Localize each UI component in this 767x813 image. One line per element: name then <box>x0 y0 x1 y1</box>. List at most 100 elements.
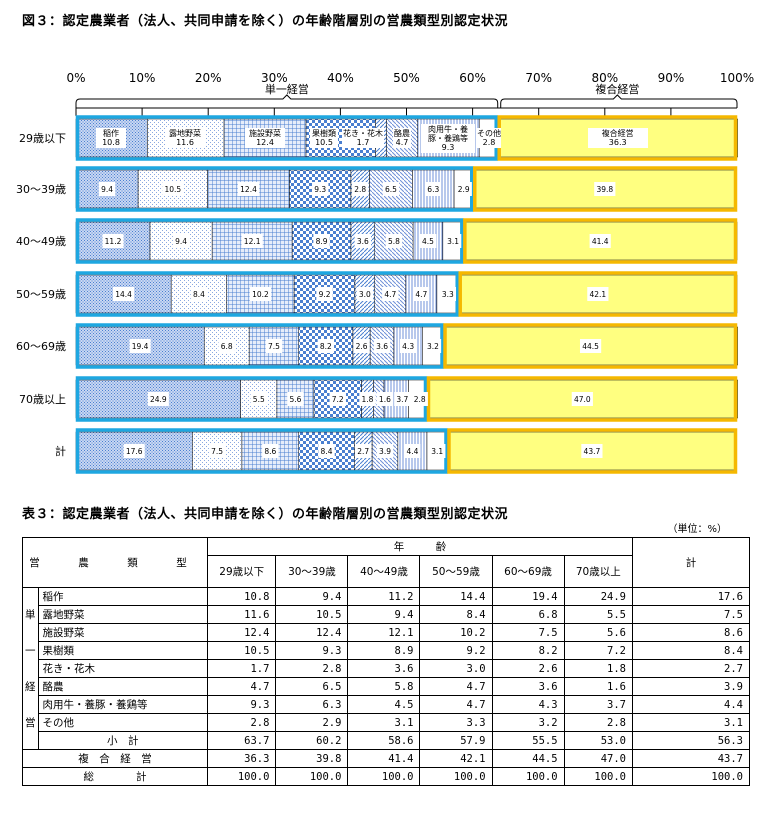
x-tick-label: 40% <box>327 71 354 85</box>
value-cell: 3.6 <box>491 677 565 696</box>
data-label: 4.7 <box>395 138 409 147</box>
value-cell: 6.8 <box>491 605 565 624</box>
data-label: 8.2 <box>320 342 332 351</box>
value-cell: 2.7 <box>632 659 750 678</box>
segment-label: 12.4 <box>237 182 260 196</box>
table-row-grand: 総 計 100.0 100.0 100.0 100.0 100.0 100.0 100.0 <box>21 767 750 786</box>
data-label: 24.9 <box>150 395 167 404</box>
row-label: その他 <box>37 713 209 732</box>
value-cell: 47.0 <box>563 749 634 768</box>
series-name: 果樹類 <box>312 129 336 138</box>
data-label: 6.3 <box>427 185 439 194</box>
segment-label: 8.2 <box>317 339 335 353</box>
segment-label: 酪農4.7 <box>393 128 411 148</box>
data-label: 44.5 <box>582 342 599 351</box>
complex-brace <box>500 94 738 108</box>
data-label: 39.8 <box>596 185 613 194</box>
segment-label: 5.5 <box>250 392 267 406</box>
segment-label: 7.2 <box>329 392 346 406</box>
data-label: 3.6 <box>376 342 388 351</box>
data-label: 8.9 <box>316 237 328 246</box>
value-cell: 3.2 <box>491 713 565 732</box>
single-group-cell <box>22 623 39 642</box>
age-column-header: 30～39歳 <box>275 555 349 588</box>
value-cell: 2.6 <box>491 659 565 678</box>
row-label: 花き・花木 <box>37 659 209 678</box>
single-outline <box>75 428 448 474</box>
value-cell: 9.4 <box>275 587 349 606</box>
row-label: 小 計 <box>37 731 209 750</box>
segment-label: 24.9 <box>147 392 169 406</box>
value-cell: 3.7 <box>563 695 634 714</box>
segment-label: 9.4 <box>172 234 190 248</box>
series-name: 施設野菜 <box>249 129 281 138</box>
value-cell: 1.6 <box>563 677 634 696</box>
series-name: その他 <box>477 129 501 138</box>
value-cell: 14.4 <box>419 587 493 606</box>
complex-outline <box>443 323 738 369</box>
data-label: 8.6 <box>264 447 276 456</box>
row-label: 総 計 <box>21 767 209 786</box>
data-label: 14.4 <box>115 290 132 299</box>
value-cell: 100.0 <box>491 767 565 786</box>
data-label: 6.5 <box>385 185 397 194</box>
table-title: 表３：認定農業者（法人、共同申請を除く）の年齢階層別の営農類型別認定状況 <box>22 507 509 522</box>
data-label: 10.2 <box>252 290 269 299</box>
segment-label: 10.2 <box>249 287 272 301</box>
value-cell: 58.6 <box>347 731 421 750</box>
data-label: 2.8 <box>482 138 496 147</box>
data-label: 4.4 <box>406 447 418 456</box>
category-label: 60～69歳 <box>16 340 66 353</box>
data-label: 4.7 <box>384 290 396 299</box>
value-cell: 1.7 <box>207 659 277 678</box>
value-cell: 17.6 <box>632 587 750 606</box>
data-label: 10.8 <box>102 138 120 147</box>
category-label: 計 <box>55 444 66 458</box>
table-row: 小 計 63.7 60.2 58.6 57.9 55.5 53.0 56.3 <box>22 731 750 750</box>
value-cell: 9.3 <box>207 695 277 714</box>
value-cell: 3.1 <box>632 713 750 732</box>
segment-label: 3.7 <box>394 392 411 406</box>
segment-label: 39.8 <box>594 182 616 196</box>
age-column-header: 29歳以下 <box>207 555 277 588</box>
segment-label: 14.4 <box>112 287 135 301</box>
segment-label: 1.6 <box>376 392 394 406</box>
data-label: 43.7 <box>584 447 601 456</box>
x-tick-label: 50% <box>393 71 420 85</box>
value-cell: 6.5 <box>275 677 349 696</box>
value-cell: 4.4 <box>632 695 750 714</box>
value-cell: 3.0 <box>419 659 493 678</box>
segment-label: 3.9 <box>376 444 394 458</box>
value-cell: 12.4 <box>275 623 349 642</box>
data-label: 12.4 <box>240 185 257 194</box>
data-label: 6.8 <box>221 342 233 351</box>
data-label: 2.8 <box>414 395 426 404</box>
data-label: 4.3 <box>402 342 414 351</box>
data-label: 8.4 <box>321 447 333 456</box>
value-cell: 2.8 <box>563 713 634 732</box>
age-header: 年 齢 <box>207 537 633 556</box>
table-row-complex: 複 合 経 営 36.3 39.8 41.4 42.1 44.5 47.0 43.7 <box>21 749 750 768</box>
x-tick-label: 60% <box>459 71 486 85</box>
row-label: 露地野菜 <box>37 605 209 624</box>
data-label: 9.4 <box>101 185 113 194</box>
value-cell: 19.4 <box>491 587 565 606</box>
value-cell: 11.2 <box>347 587 421 606</box>
value-cell: 10.5 <box>275 605 349 624</box>
segment-label: 8.6 <box>262 444 279 458</box>
series-name: 複合経営 <box>601 129 634 138</box>
category-label: 50～59歳 <box>16 288 66 301</box>
value-cell: 3.1 <box>347 713 421 732</box>
value-cell: 8.4 <box>419 605 493 624</box>
segment-label: 8.4 <box>190 287 208 301</box>
data-label: 3.2 <box>427 342 439 351</box>
single-group-cell: 経 <box>22 677 39 696</box>
data-label: 1.8 <box>362 395 374 404</box>
data-label: 5.5 <box>253 395 265 404</box>
data-label: 11.2 <box>105 237 122 246</box>
table-row: 花き・花木 1.7 2.8 3.6 3.0 2.6 1.8 2.7 <box>22 659 750 678</box>
group-label-single: 単一経営 <box>265 82 309 96</box>
